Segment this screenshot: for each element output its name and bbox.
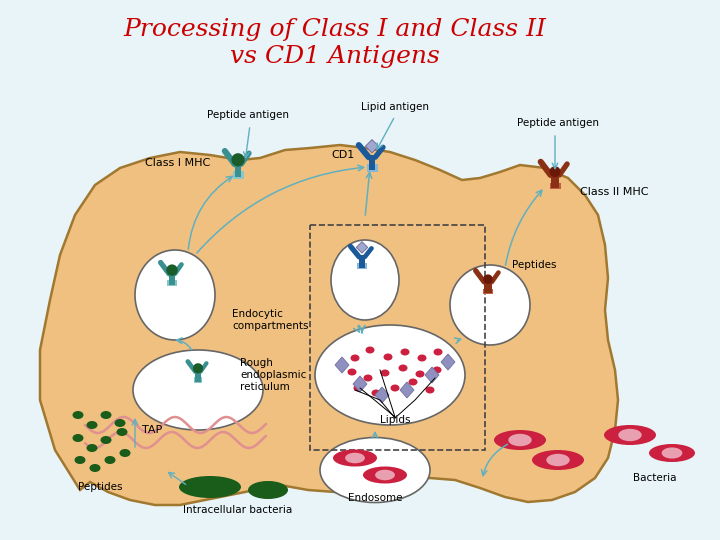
Bar <box>549 183 560 190</box>
Text: Lipid antigen: Lipid antigen <box>361 102 429 112</box>
Bar <box>366 164 377 172</box>
Ellipse shape <box>546 454 570 466</box>
Bar <box>357 262 366 269</box>
Bar <box>369 155 375 171</box>
Text: Processing of Class I and Class II: Processing of Class I and Class II <box>124 18 546 41</box>
Text: Bacteria: Bacteria <box>634 473 677 483</box>
Ellipse shape <box>133 350 263 430</box>
Text: vs CD1 Antigens: vs CD1 Antigens <box>230 45 440 68</box>
Text: Peptide antigen: Peptide antigen <box>207 110 289 120</box>
Ellipse shape <box>408 379 418 386</box>
Ellipse shape <box>433 367 441 374</box>
Polygon shape <box>400 382 414 398</box>
Ellipse shape <box>366 347 374 354</box>
Polygon shape <box>40 145 618 505</box>
Ellipse shape <box>89 464 101 472</box>
Text: TAP: TAP <box>142 425 162 435</box>
Ellipse shape <box>398 364 408 372</box>
Text: Lipids: Lipids <box>379 415 410 425</box>
Text: Intracellular bacteria: Intracellular bacteria <box>184 505 292 515</box>
Polygon shape <box>356 242 368 253</box>
Polygon shape <box>441 354 455 370</box>
Ellipse shape <box>73 411 84 419</box>
Ellipse shape <box>384 354 392 361</box>
Ellipse shape <box>333 449 377 467</box>
Ellipse shape <box>86 444 97 452</box>
Polygon shape <box>335 357 349 373</box>
Ellipse shape <box>101 411 112 419</box>
Bar <box>233 171 243 179</box>
Bar <box>235 162 241 178</box>
Ellipse shape <box>73 434 84 442</box>
Ellipse shape <box>114 419 125 427</box>
Ellipse shape <box>400 348 410 355</box>
Ellipse shape <box>508 434 531 446</box>
Ellipse shape <box>320 437 430 503</box>
Ellipse shape <box>315 325 465 425</box>
Ellipse shape <box>345 453 365 463</box>
Ellipse shape <box>662 448 683 458</box>
Ellipse shape <box>372 389 380 396</box>
Bar <box>359 255 365 268</box>
Polygon shape <box>365 140 379 153</box>
Bar <box>310 225 485 450</box>
Ellipse shape <box>363 467 407 483</box>
Ellipse shape <box>135 250 215 340</box>
Ellipse shape <box>494 430 546 450</box>
Polygon shape <box>353 376 367 392</box>
Ellipse shape <box>426 387 434 394</box>
Text: Class II MHC: Class II MHC <box>580 187 649 197</box>
Ellipse shape <box>101 436 112 444</box>
Ellipse shape <box>364 375 372 381</box>
Bar <box>167 280 176 286</box>
Circle shape <box>231 153 245 166</box>
Circle shape <box>166 265 178 276</box>
Text: Peptides: Peptides <box>78 482 122 492</box>
Text: Peptides: Peptides <box>512 260 557 270</box>
Ellipse shape <box>351 354 359 361</box>
Ellipse shape <box>380 369 390 376</box>
Text: Peptide antigen: Peptide antigen <box>517 118 599 128</box>
Bar <box>551 175 559 188</box>
Ellipse shape <box>418 354 426 361</box>
Ellipse shape <box>348 368 356 375</box>
Ellipse shape <box>649 444 695 462</box>
Ellipse shape <box>390 384 400 391</box>
Ellipse shape <box>604 425 656 445</box>
Bar <box>195 370 201 382</box>
Ellipse shape <box>120 449 130 457</box>
Bar <box>484 282 492 293</box>
Ellipse shape <box>331 240 399 320</box>
Circle shape <box>549 166 560 177</box>
Text: CD1: CD1 <box>332 150 355 160</box>
Ellipse shape <box>117 428 127 436</box>
Text: Class I MHC: Class I MHC <box>145 158 210 168</box>
Ellipse shape <box>354 384 362 391</box>
Text: Endocytic
compartments: Endocytic compartments <box>232 309 308 331</box>
Ellipse shape <box>450 265 530 345</box>
Ellipse shape <box>179 476 241 498</box>
Ellipse shape <box>248 481 288 499</box>
Ellipse shape <box>532 450 584 470</box>
Bar <box>483 289 492 294</box>
Polygon shape <box>425 367 439 383</box>
Circle shape <box>483 274 492 284</box>
Ellipse shape <box>74 456 86 464</box>
Bar <box>169 272 175 285</box>
Bar <box>194 377 202 383</box>
Ellipse shape <box>104 456 115 464</box>
Polygon shape <box>375 387 389 403</box>
Ellipse shape <box>415 370 425 377</box>
Text: Rough
endoplasmic
reticulum: Rough endoplasmic reticulum <box>240 359 307 392</box>
Ellipse shape <box>86 421 97 429</box>
Circle shape <box>193 363 203 373</box>
Ellipse shape <box>433 348 443 355</box>
Ellipse shape <box>375 470 395 480</box>
Text: Endosome: Endosome <box>348 493 402 503</box>
Ellipse shape <box>618 429 642 441</box>
